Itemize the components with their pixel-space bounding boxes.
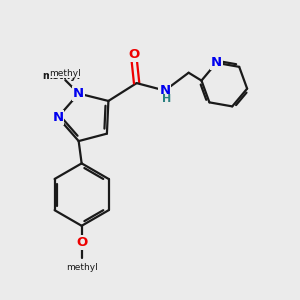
Text: methyl: methyl bbox=[43, 71, 81, 81]
Text: N: N bbox=[211, 56, 222, 69]
Text: N: N bbox=[159, 84, 170, 97]
Text: N: N bbox=[73, 87, 84, 100]
Text: O: O bbox=[76, 236, 87, 249]
Text: H: H bbox=[162, 94, 171, 104]
Text: O: O bbox=[128, 48, 139, 62]
Text: methyl: methyl bbox=[50, 69, 81, 78]
Text: N: N bbox=[52, 111, 63, 124]
Text: methyl: methyl bbox=[66, 263, 98, 272]
